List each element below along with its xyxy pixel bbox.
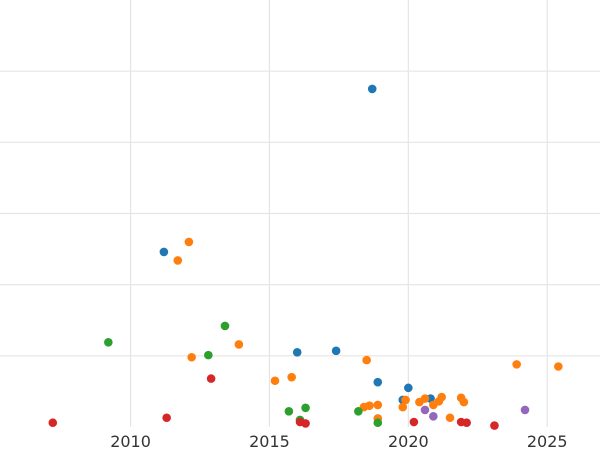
data-point [520,405,530,415]
data-point [362,355,371,365]
data-point [367,84,377,94]
y-gridlines [0,70,600,357]
data-point [48,418,58,428]
data-point [437,392,446,402]
series-2 [104,321,383,428]
data-point [331,346,341,356]
data-point [284,407,294,416]
data-point [104,338,113,347]
data-point [373,377,383,387]
data-point [459,397,469,407]
data-point [173,256,183,265]
data-point [445,413,455,423]
data-point [373,418,383,428]
data-points [48,84,563,430]
data-point [354,407,363,416]
series-3 [48,374,499,430]
data-point [187,352,196,362]
data-point [287,372,296,382]
data-point [401,395,410,405]
x-tick-label: 2025 [527,432,568,450]
data-point [554,362,563,371]
data-point [206,374,216,383]
data-point [162,413,171,423]
x-tick-label: 2020 [388,432,429,450]
data-point [404,383,413,393]
data-point [420,394,430,403]
data-point [204,350,213,360]
data-point [512,360,521,369]
data-point [429,412,438,421]
data-point [270,376,280,386]
data-point [398,402,408,412]
data-point [301,403,310,413]
data-point [462,418,471,428]
data-point [490,421,499,430]
x-tick-label: 2010 [110,432,151,450]
data-point [373,400,383,410]
data-point [159,247,169,257]
data-point [420,405,430,415]
series-4 [420,405,530,421]
data-point [234,340,244,349]
data-point [365,401,374,410]
x-tick-labels: 2010 2015 2020 2025 [110,432,567,450]
data-point [409,417,419,427]
data-point [301,419,310,428]
series-1 [173,237,563,423]
x-tick-label: 2015 [249,432,290,450]
data-point [220,321,230,331]
data-point [184,237,194,247]
data-point [292,347,302,357]
